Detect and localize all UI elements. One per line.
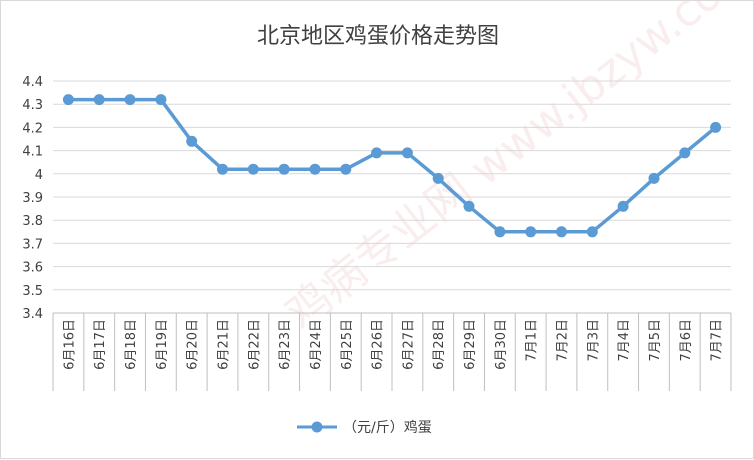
x-tick-label: 7月3日 — [586, 319, 601, 362]
legend-label: （元/斤）鸡蛋 — [343, 419, 432, 436]
data-point — [309, 163, 321, 175]
x-tick-label: 6月16日 — [62, 319, 77, 370]
x-axis-ticks: 6月16日 6月17日 6月18日 6月19日 6月20日 6月21日 6月22日 6月23日… — [62, 319, 724, 370]
y-tick-label: 3.8 — [22, 214, 43, 229]
y-axis-ticks: 3.4 3.5 3.6 3.7 3.8 3.9 4 4.1 4.2 4.3 4.4 — [22, 75, 43, 322]
data-point — [340, 163, 352, 175]
y-tick-label: 3.6 — [22, 261, 43, 276]
data-point — [617, 200, 629, 212]
x-tick-label: 6月17日 — [93, 319, 108, 370]
data-point — [463, 200, 475, 212]
data-point — [679, 147, 691, 159]
y-tick-label: 3.5 — [22, 284, 43, 299]
data-point — [155, 94, 167, 106]
x-tick-label: 6月27日 — [401, 319, 416, 370]
x-tick-label: 6月28日 — [432, 319, 447, 370]
data-point — [93, 94, 105, 106]
x-tick-label: 7月4日 — [617, 319, 632, 362]
y-tick-label: 4.3 — [22, 98, 43, 113]
x-tick-label: 6月19日 — [155, 319, 170, 370]
x-tick-label: 7月6日 — [679, 319, 694, 362]
data-point — [278, 163, 290, 175]
data-point — [525, 226, 537, 238]
y-tick-label: 4.1 — [22, 145, 43, 160]
data-point — [494, 226, 506, 238]
data-point — [247, 163, 259, 175]
data-point — [586, 226, 598, 238]
x-tick-label: 6月30日 — [494, 319, 509, 370]
x-tick-label: 7月7日 — [710, 319, 725, 362]
legend: （元/斤）鸡蛋 — [297, 419, 432, 436]
x-tick-label: 6月24日 — [309, 319, 324, 370]
data-point — [217, 163, 228, 175]
x-tick-label: 7月1日 — [525, 319, 540, 362]
series-line — [68, 97, 717, 234]
x-tick-label: 6月29日 — [463, 319, 478, 370]
data-point — [186, 135, 198, 147]
x-tick-label: 6月22日 — [247, 319, 262, 370]
x-tick-label: 6月20日 — [186, 319, 201, 370]
x-tick-label: 6月18日 — [124, 319, 139, 370]
y-tick-label: 3.4 — [22, 307, 43, 322]
x-tick-label: 7月2日 — [556, 319, 571, 362]
data-point — [556, 226, 567, 238]
data-point — [432, 172, 444, 184]
x-tick-label: 6月23日 — [278, 319, 293, 370]
data-point — [648, 172, 660, 184]
y-tick-label: 4 — [35, 168, 43, 183]
data-point — [62, 94, 74, 106]
data-point — [124, 94, 136, 106]
y-tick-label: 4.4 — [22, 75, 43, 90]
legend-marker — [311, 421, 323, 433]
chart-title: 北京地区鸡蛋价格走势图 — [257, 24, 499, 49]
data-point — [371, 147, 383, 159]
y-tick-label: 3.9 — [22, 191, 43, 206]
x-tick-label: 6月25日 — [340, 319, 355, 370]
y-tick-label: 4.2 — [22, 121, 43, 136]
y-tick-label: 3.7 — [22, 237, 43, 252]
x-tick-label: 6月26日 — [371, 319, 386, 370]
series-layer — [62, 94, 722, 238]
data-point — [710, 121, 722, 133]
data-point — [401, 147, 413, 159]
x-tick-label: 7月5日 — [648, 319, 663, 362]
x-tick-label: 6月21日 — [217, 319, 232, 370]
